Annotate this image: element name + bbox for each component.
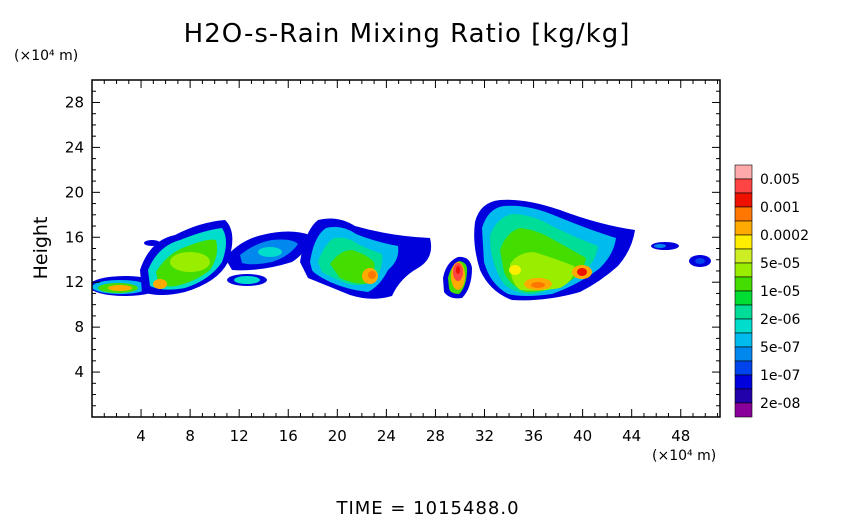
colorbar-segment <box>734 290 753 306</box>
x-tick-label: 28 <box>426 427 445 445</box>
colorbar-label: 5e-05 <box>760 256 800 272</box>
colorbar-segment <box>734 262 753 278</box>
y-tick-label: 24 <box>65 138 84 156</box>
x-tick-label: 48 <box>671 427 690 445</box>
y-tick-label: 12 <box>65 273 84 291</box>
cloud-blob <box>227 274 267 286</box>
y-tick-label: 4 <box>74 363 84 381</box>
colorbar: 0.005 0.001 0.0002 5e-05 1e-05 2e-06 5e-07 1e-0… <box>734 164 809 418</box>
colorbar-segment <box>734 164 753 180</box>
x-tick-label: 8 <box>185 427 195 445</box>
cloud-blob <box>474 199 635 301</box>
x-tick-label: 24 <box>377 427 396 445</box>
colorbar-segment <box>734 402 753 418</box>
x-tick-label: 4 <box>136 427 146 445</box>
colorbar-label: 5e-07 <box>760 340 800 356</box>
chart-title: H2O-s-Rain Mixing Ratio [kg/kg] <box>184 19 631 49</box>
x-tick-label: 12 <box>230 427 249 445</box>
colorbar-segment <box>734 276 753 292</box>
cloud-blob <box>300 218 432 299</box>
colorbar-segment <box>734 234 753 250</box>
cloud-blob <box>443 256 472 299</box>
cloud-blob <box>140 220 233 295</box>
colorbar-segment <box>734 360 753 376</box>
x-tick-label: 44 <box>622 427 641 445</box>
colorbar-label: 2e-06 <box>760 312 800 328</box>
x-tick-label: 32 <box>475 427 494 445</box>
colorbar-label: 1e-07 <box>760 368 800 384</box>
colorbar-label: 1e-05 <box>760 284 800 300</box>
colorbar-label: 0.0002 <box>760 228 809 244</box>
colorbar-segment <box>734 220 753 236</box>
colorbar-segment <box>734 192 753 208</box>
colorbar-label: 0.001 <box>760 200 800 216</box>
time-label: TIME = 1015488.0 <box>335 498 519 519</box>
x-tick-label: 40 <box>573 427 592 445</box>
cloud-blob <box>651 242 679 250</box>
colorbar-segment <box>734 332 753 348</box>
x-tick-label: 36 <box>524 427 543 445</box>
x-tick-label: 20 <box>328 427 347 445</box>
colorbar-segment <box>734 304 753 320</box>
colorbar-segment <box>734 178 753 194</box>
colorbar-segment <box>734 388 753 404</box>
y-tick-label: 8 <box>74 318 84 336</box>
colorbar-segment <box>734 206 753 222</box>
rain-field <box>92 199 711 301</box>
y-tick-label: 16 <box>65 228 84 246</box>
y-tick-label: 28 <box>65 93 84 111</box>
colorbar-segment <box>734 248 753 264</box>
cloud-blob <box>689 255 711 267</box>
colorbar-label: 0.005 <box>760 172 800 188</box>
y-tick-label: 20 <box>65 183 84 201</box>
colorbar-segment <box>734 318 753 334</box>
x-tick-label: 16 <box>279 427 298 445</box>
cloud-blob <box>225 231 310 271</box>
y-axis-label: Height <box>30 217 52 280</box>
x-axis-unit: (×10⁴ m) <box>652 448 716 464</box>
y-axis-unit: (×10⁴ m) <box>14 48 78 64</box>
colorbar-label: 2e-08 <box>760 396 800 412</box>
cloud-blob <box>144 240 160 246</box>
colorbar-segment <box>734 374 753 390</box>
colorbar-segment <box>734 346 753 362</box>
